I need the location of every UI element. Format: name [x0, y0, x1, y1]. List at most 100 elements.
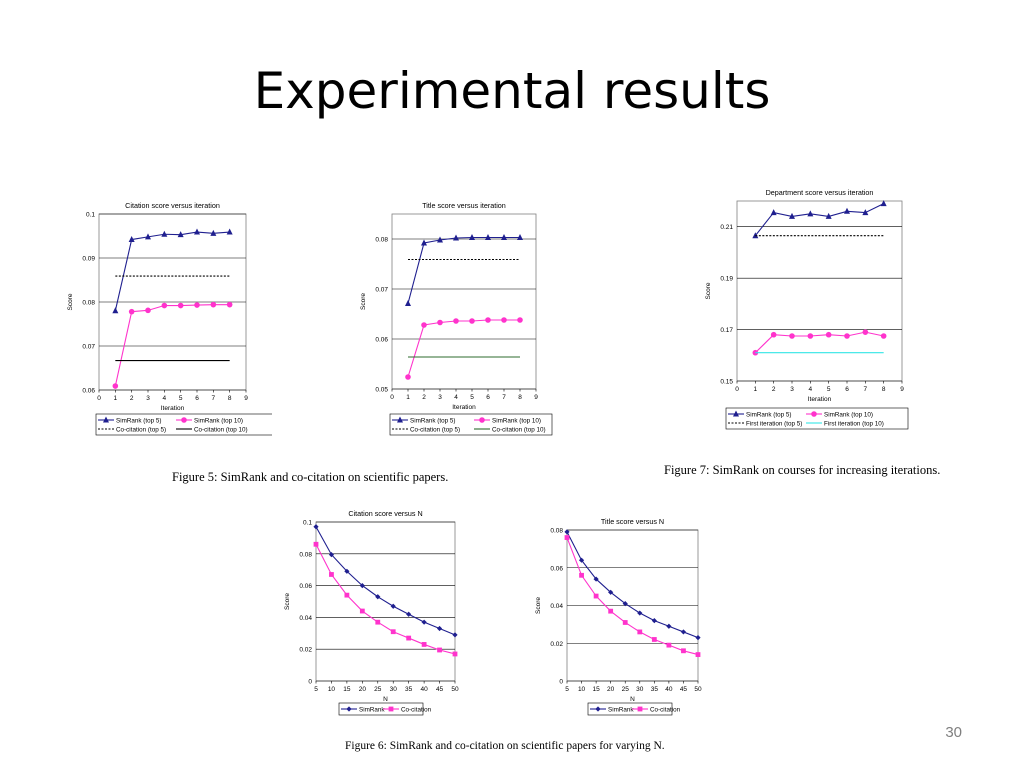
legend-label: SimRank: [608, 706, 634, 713]
legend-label: SimRank (top 5): [746, 411, 792, 418]
x-tick-label: 3: [438, 394, 442, 401]
data-point: [517, 234, 523, 240]
y-tick-label: 0: [559, 679, 563, 686]
page-number: 30: [945, 724, 962, 741]
series-line: [754, 203, 884, 237]
x-tick-label: 50: [451, 686, 459, 693]
legend-label: Co-citation (top 10): [492, 426, 546, 433]
data-point: [421, 619, 427, 625]
x-axis-label: N: [383, 696, 388, 703]
series-simrank: [313, 524, 458, 638]
y-tick-label: 0.1: [303, 520, 312, 527]
x-tick-label: 45: [680, 686, 688, 693]
legend-marker: [346, 706, 352, 712]
slide-title: Experimental results: [253, 62, 771, 120]
data-point: [695, 634, 701, 641]
x-tick-label: 40: [420, 686, 428, 693]
x-tick-label: 3: [790, 386, 794, 393]
x-tick-label: 2: [422, 394, 426, 401]
data-point: [666, 623, 672, 629]
x-tick-label: 45: [436, 686, 444, 693]
x-tick-label: 4: [163, 395, 167, 402]
legend-label: Co-citation (top 10): [194, 426, 248, 433]
x-tick-label: 1: [754, 386, 758, 393]
x-tick-label: 35: [651, 686, 659, 693]
data-point: [752, 232, 759, 239]
legend-label: SimRank (top 10): [824, 411, 873, 418]
data-point: [681, 648, 686, 654]
data-point: [112, 307, 119, 314]
x-axis-label: N: [630, 696, 635, 703]
data-point: [453, 234, 459, 241]
data-point: [752, 349, 759, 356]
data-point: [145, 233, 151, 240]
series-line: [407, 236, 520, 304]
data-point: [437, 647, 442, 653]
data-point: [880, 200, 887, 207]
data-point: [501, 234, 507, 240]
data-point: [651, 637, 657, 642]
series-simrank-top-5-: [405, 234, 523, 306]
x-tick-label: 10: [578, 686, 586, 693]
x-tick-label: 30: [636, 686, 644, 693]
data-point: [177, 302, 184, 309]
legend-label: SimRank (top 5): [116, 417, 162, 424]
y-axis-label: Score: [535, 597, 542, 614]
legend-label: First iteration (top 10): [824, 420, 884, 427]
x-tick-label: 50: [694, 686, 702, 693]
x-tick-label: 7: [212, 395, 216, 402]
series-simrank-top-10-: [405, 317, 523, 380]
chart-title: Title score versus iteration: [422, 201, 506, 210]
y-axis-label: Score: [705, 282, 712, 299]
title-n-chart: Title score versus N 0 0.02 0.04 0.06 0.08 5 10…: [535, 517, 702, 716]
x-tick-label: 10: [328, 686, 336, 693]
x-tick-label: 8: [228, 395, 232, 402]
chart-title: Department score versus iteration: [766, 188, 874, 197]
figure-7-caption: Figure 7: SimRank on courses for increas…: [664, 463, 941, 477]
series-simrank-top-10-: [112, 301, 233, 389]
legend-label: SimRank (top 10): [492, 417, 541, 424]
y-tick-label: 0.08: [550, 528, 563, 535]
figure-6-caption: Figure 6: SimRank and co-citation on sci…: [345, 740, 665, 752]
legend-label: Co-citation (top 5): [410, 426, 460, 433]
chart-title: Citation score versus N: [348, 510, 422, 518]
y-tick-label: 0.04: [299, 615, 312, 622]
data-point: [194, 228, 200, 235]
title-iteration-chart: Title score versus iteration 0.05 0.06 0.07…: [360, 201, 553, 436]
data-point: [666, 642, 672, 648]
data-point: [862, 329, 869, 335]
legend-marker: [397, 416, 403, 423]
data-point: [421, 239, 427, 246]
legend-marker: [811, 411, 817, 417]
x-tick-label: 6: [195, 395, 199, 402]
data-point: [112, 383, 119, 389]
data-point: [825, 212, 832, 219]
citation-n-chart: Citation score versus N 0 0.02 0.04 0.06 0.08…: [284, 510, 459, 716]
series-line: [754, 331, 884, 354]
data-point: [469, 318, 475, 324]
data-point: [469, 234, 475, 240]
legend-marker: [637, 706, 643, 712]
x-tick-label: 8: [518, 394, 522, 401]
series-simrank-top-10-: [752, 329, 887, 356]
data-point: [844, 333, 850, 339]
data-point: [375, 619, 381, 625]
y-tick-label: 0.05: [375, 387, 388, 394]
data-point: [880, 333, 887, 339]
x-tick-label: 25: [622, 686, 630, 693]
data-point: [405, 300, 411, 306]
x-tick-label: 1: [406, 394, 410, 401]
y-tick-label: 0.17: [720, 327, 733, 334]
citation-iteration-chart: Citation score versus iteration 0.06 0.07 0…: [67, 201, 272, 436]
data-point: [177, 231, 184, 238]
data-point: [485, 317, 491, 323]
y-tick-label: 0.02: [299, 647, 312, 654]
data-point: [770, 209, 777, 216]
y-tick-label: 0.02: [550, 641, 563, 648]
legend-label: Co-citation: [401, 706, 432, 713]
data-point: [437, 236, 443, 243]
data-point: [564, 535, 570, 540]
y-tick-label: 0.06: [375, 337, 388, 344]
x-tick-label: 4: [454, 394, 458, 401]
x-tick-label: 5: [179, 395, 183, 402]
